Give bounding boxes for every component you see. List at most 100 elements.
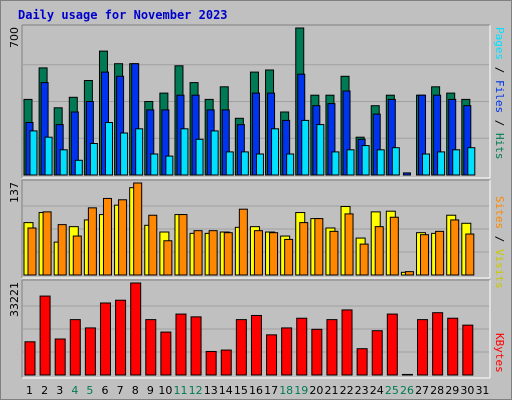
files-bar-day-26 (402, 172, 411, 176)
kbytes-bar-day-8 (130, 282, 142, 376)
kbytes-bar-day-10 (160, 331, 172, 376)
x-tick-day-29: 29 (445, 384, 459, 397)
sites-bar-day-28 (435, 230, 445, 276)
legend-middle: Sites / Visits (493, 196, 506, 289)
x-tick-day-16: 16 (249, 384, 263, 397)
sites-bar-day-10 (163, 240, 173, 276)
sites-bar-day-6 (102, 197, 112, 276)
legend-bottom: KBytes (493, 333, 506, 373)
x-tick-day-20: 20 (309, 384, 323, 397)
x-tick-day-25: 25 (385, 384, 399, 397)
kbytes-bar-day-3 (54, 338, 66, 376)
pages-bar-day-14 (225, 151, 234, 176)
x-tick-day-21: 21 (324, 384, 338, 397)
x-tick-day-18: 18 (279, 384, 293, 397)
sites-bar-day-18 (284, 238, 294, 276)
x-tick-day-11: 11 (174, 384, 188, 397)
sites-bar-day-30 (465, 233, 475, 276)
sites-bar-day-29 (450, 219, 460, 276)
x-tick-day-5: 5 (86, 384, 93, 397)
sites-bar-day-13 (208, 230, 218, 276)
pages-bar-day-18 (286, 153, 295, 176)
legend-files: Files (493, 80, 506, 113)
x-tick-day-14: 14 (219, 384, 233, 397)
kbytes-bar-day-22 (341, 309, 353, 376)
sites-bar-day-5 (87, 207, 97, 276)
kbytes-bar-day-30 (462, 324, 474, 376)
pages-bar-day-27 (422, 153, 431, 176)
x-tick-day-2: 2 (41, 384, 48, 397)
pages-bar-day-8 (135, 128, 144, 176)
sites-bar-day-24 (374, 226, 384, 276)
sites-bar-day-25 (389, 216, 399, 276)
legend-separator: / (493, 229, 506, 249)
pages-bar-day-6 (104, 122, 113, 176)
pages-bar-day-21 (331, 151, 340, 176)
sites-bar-day-8 (133, 182, 143, 276)
x-tick-day-13: 13 (204, 384, 218, 397)
pages-bar-day-7 (120, 132, 129, 176)
pages-bar-day-5 (89, 143, 98, 176)
kbytes-bar-day-6 (99, 302, 111, 376)
x-tick-day-22: 22 (340, 384, 354, 397)
kbytes-bar-day-5 (84, 327, 96, 376)
pages-bar-day-3 (59, 149, 68, 176)
kbytes-bar-day-29 (447, 317, 459, 376)
legend-visits: Visits (493, 249, 506, 289)
legend-separator: / (493, 60, 506, 80)
kbytes-bar-day-13 (205, 350, 217, 376)
sites-bar-day-26 (404, 271, 414, 276)
x-tick-day-4: 4 (71, 384, 78, 397)
kbytes-bar-day-28 (432, 312, 444, 376)
pages-bar-day-30 (467, 147, 476, 176)
x-tick-day-26: 26 (400, 384, 414, 397)
x-tick-day-7: 7 (117, 384, 124, 397)
pages-bar-day-2 (44, 136, 53, 176)
sites-bar-day-9 (148, 214, 158, 276)
legend-top: Pages / Files / Hits (493, 27, 506, 160)
kbytes-bar-day-4 (69, 319, 81, 376)
pages-bar-day-28 (437, 151, 446, 176)
x-tick-day-31: 31 (475, 384, 489, 397)
pages-bar-day-11 (180, 128, 189, 176)
sites-bar-day-12 (193, 230, 203, 276)
pages-bar-day-9 (150, 153, 159, 176)
sites-bar-day-20 (314, 218, 324, 276)
pages-bar-day-29 (452, 149, 461, 176)
x-tick-day-23: 23 (355, 384, 369, 397)
x-tick-day-3: 3 (56, 384, 63, 397)
sites-bar-day-16 (253, 230, 263, 276)
kbytes-bar-day-15 (235, 319, 247, 376)
kbytes-bar-day-2 (39, 295, 51, 376)
y-axis-max-label: 137 (8, 182, 21, 203)
legend-pages: Pages (493, 27, 506, 60)
legend-hits: Hits (493, 133, 506, 160)
y-axis-max-label: 33221 (8, 282, 21, 317)
pages-bar-day-15 (240, 151, 249, 176)
pages-bar-day-4 (74, 159, 83, 176)
sites-bar-day-7 (118, 199, 128, 276)
x-tick-day-8: 8 (132, 384, 139, 397)
pages-bar-day-19 (301, 119, 310, 176)
chart-title: Daily usage for November 2023 (18, 8, 228, 22)
x-tick-day-27: 27 (415, 384, 429, 397)
kbytes-bar-day-25 (386, 313, 398, 376)
x-tick-day-15: 15 (234, 384, 248, 397)
kbytes-bar-day-9 (145, 319, 157, 376)
sites-bar-day-15 (238, 208, 248, 276)
pages-bar-day-22 (346, 149, 355, 176)
kbytes-bar-day-17 (266, 334, 278, 376)
pages-bar-day-24 (376, 149, 385, 176)
sites-bar-day-1 (27, 227, 37, 276)
sites-bar-day-2 (42, 211, 52, 276)
legend-kbytes: KBytes (493, 333, 506, 373)
x-tick-day-24: 24 (370, 384, 384, 397)
sites-bar-day-11 (178, 214, 188, 276)
kbytes-bar-day-20 (311, 328, 323, 376)
pages-bar-day-12 (195, 138, 204, 176)
pages-bar-day-10 (165, 155, 174, 176)
kbytes-bar-day-23 (356, 348, 368, 376)
x-tick-day-19: 19 (294, 384, 308, 397)
kbytes-bar-day-21 (326, 319, 338, 376)
